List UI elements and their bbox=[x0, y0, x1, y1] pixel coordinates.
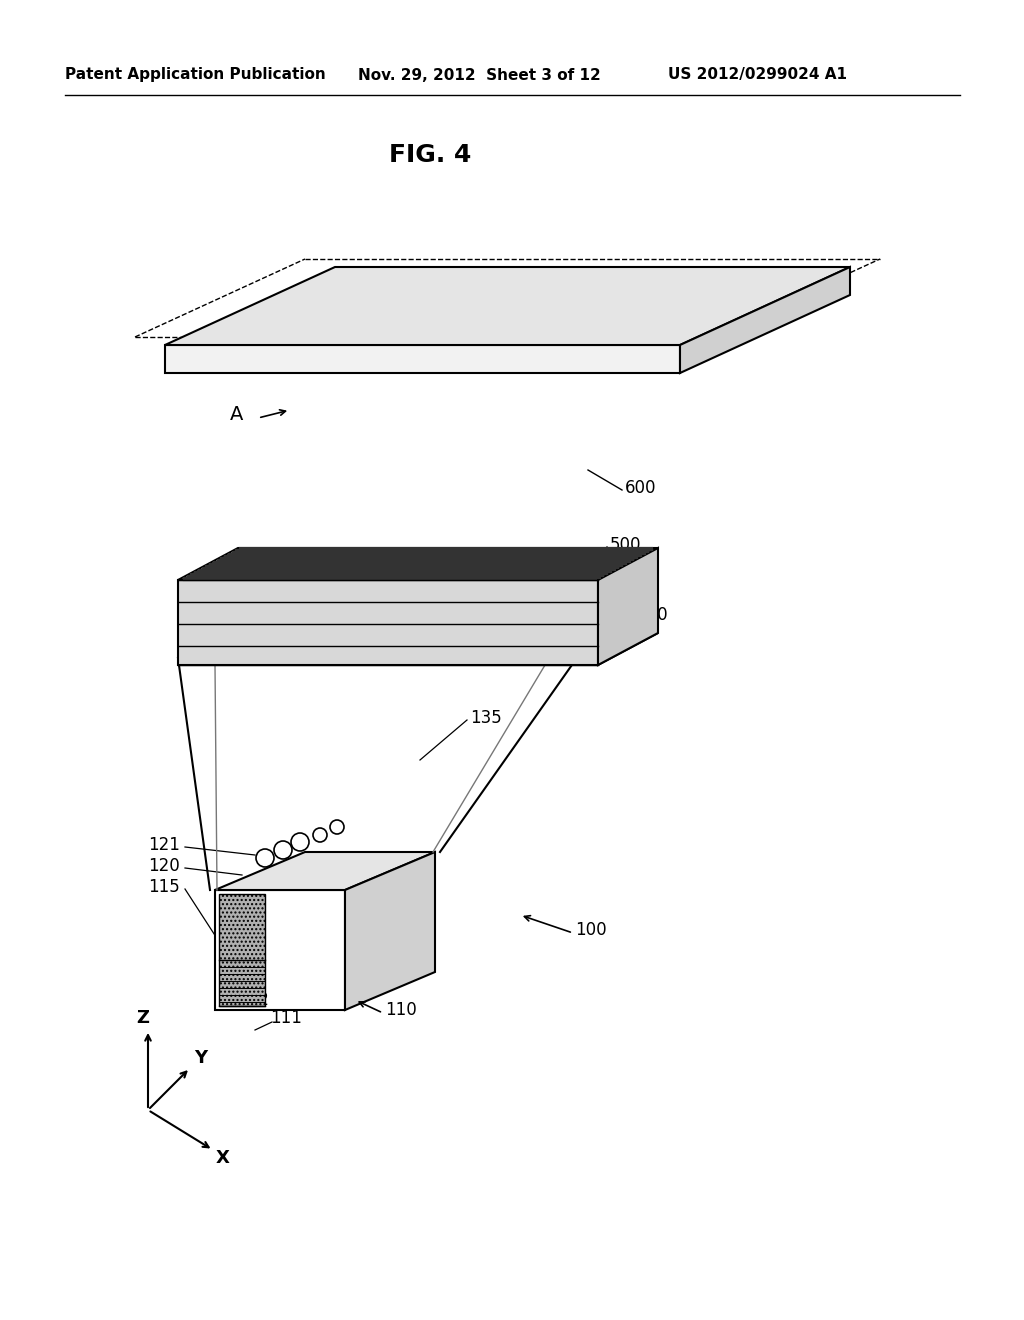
Text: 135: 135 bbox=[470, 709, 502, 727]
Polygon shape bbox=[178, 548, 658, 579]
Text: 112: 112 bbox=[237, 991, 269, 1008]
Text: 154: 154 bbox=[578, 583, 607, 598]
Polygon shape bbox=[165, 267, 850, 345]
Polygon shape bbox=[215, 851, 435, 890]
Polygon shape bbox=[165, 345, 680, 374]
Text: X: X bbox=[216, 1148, 229, 1167]
Text: 600: 600 bbox=[625, 479, 656, 498]
Circle shape bbox=[274, 841, 292, 859]
Text: 121: 121 bbox=[148, 836, 180, 854]
Circle shape bbox=[313, 828, 327, 842]
Polygon shape bbox=[680, 267, 850, 374]
Text: 111: 111 bbox=[270, 1008, 302, 1027]
Circle shape bbox=[330, 820, 344, 834]
Text: Z: Z bbox=[136, 1008, 150, 1027]
Text: Patent Application Publication: Patent Application Publication bbox=[65, 67, 326, 82]
Text: 115: 115 bbox=[148, 878, 180, 896]
Polygon shape bbox=[598, 548, 658, 665]
Text: 500: 500 bbox=[610, 536, 641, 554]
Text: Y: Y bbox=[194, 1049, 207, 1067]
Text: 150: 150 bbox=[636, 606, 668, 624]
Polygon shape bbox=[178, 634, 658, 665]
Polygon shape bbox=[219, 894, 265, 1006]
Text: 120: 120 bbox=[148, 857, 180, 875]
Circle shape bbox=[291, 833, 309, 851]
Text: 151: 151 bbox=[578, 628, 607, 644]
Text: FIG. 4: FIG. 4 bbox=[389, 143, 471, 168]
Text: Nov. 29, 2012  Sheet 3 of 12: Nov. 29, 2012 Sheet 3 of 12 bbox=[358, 67, 601, 82]
Polygon shape bbox=[215, 890, 345, 1010]
Polygon shape bbox=[178, 579, 598, 665]
Text: US 2012/0299024 A1: US 2012/0299024 A1 bbox=[668, 67, 847, 82]
Text: 110: 110 bbox=[385, 1001, 417, 1019]
Text: A: A bbox=[230, 405, 244, 425]
Circle shape bbox=[256, 849, 274, 867]
Text: 153: 153 bbox=[578, 615, 607, 630]
Text: 100: 100 bbox=[575, 921, 606, 939]
Polygon shape bbox=[345, 851, 435, 1010]
Text: 152: 152 bbox=[578, 601, 607, 615]
